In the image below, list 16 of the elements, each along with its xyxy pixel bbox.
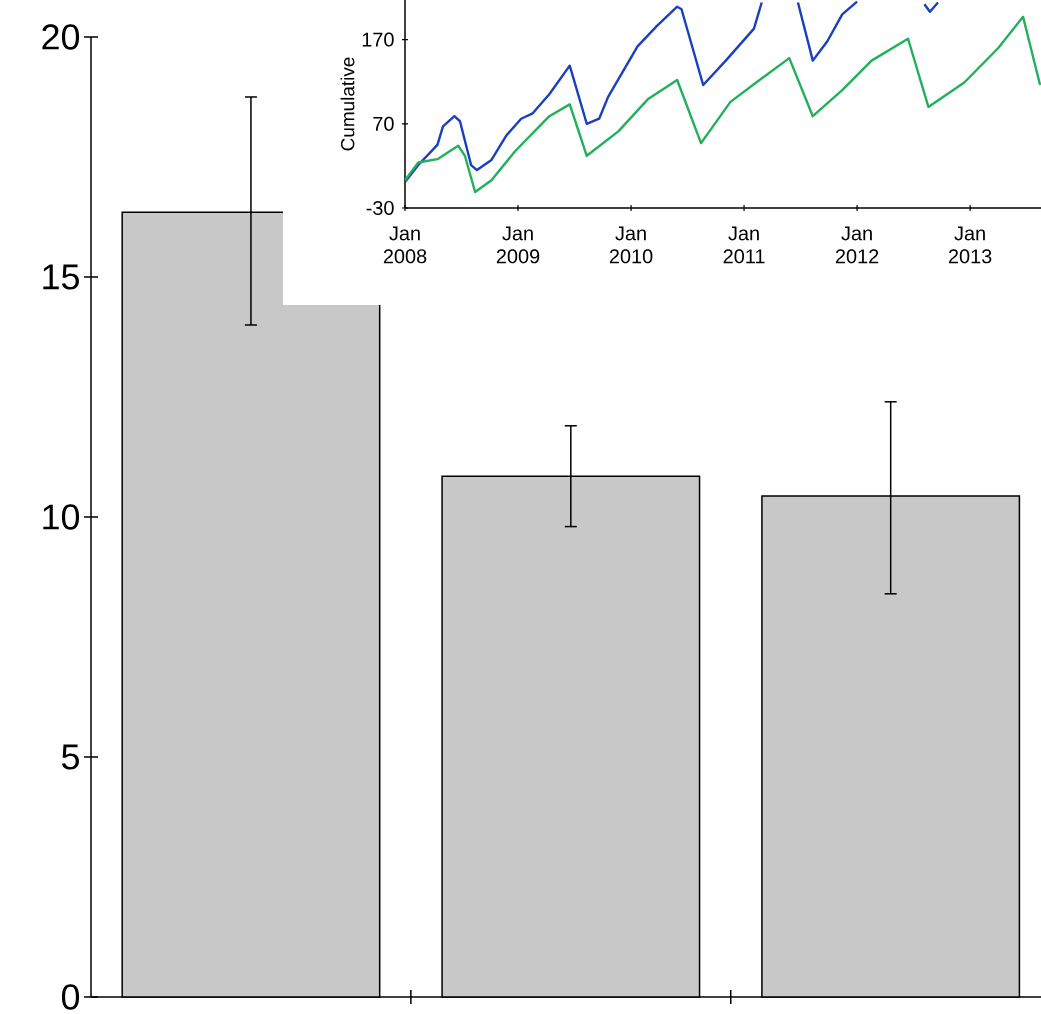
y-axis-title: Cumulative [340, 57, 355, 151]
x-tick-label: Jan 2011 [723, 226, 765, 264]
x-tick-label: Jan 2009 [496, 226, 540, 264]
y-tick-label: 20 [42, 24, 80, 50]
y-tick-label: 15 [43, 264, 79, 290]
y-tick-label: 170 [362, 32, 394, 47]
y-tick-label: -30 [366, 200, 394, 216]
line-series [405, 15, 1041, 194]
y-tick-label: 10 [43, 504, 80, 530]
y-tick-label: 70 [373, 116, 394, 131]
x-tick-label: Jan 2008 [383, 226, 427, 264]
y-tick-label: 0 [61, 984, 80, 1010]
x-tick-label: Jan 2012 [835, 226, 879, 264]
x-tick-label: Jan 2013 [948, 226, 992, 264]
x-tick-label: Jan 2010 [609, 226, 653, 264]
y-tick-label: 5 [61, 744, 79, 770]
